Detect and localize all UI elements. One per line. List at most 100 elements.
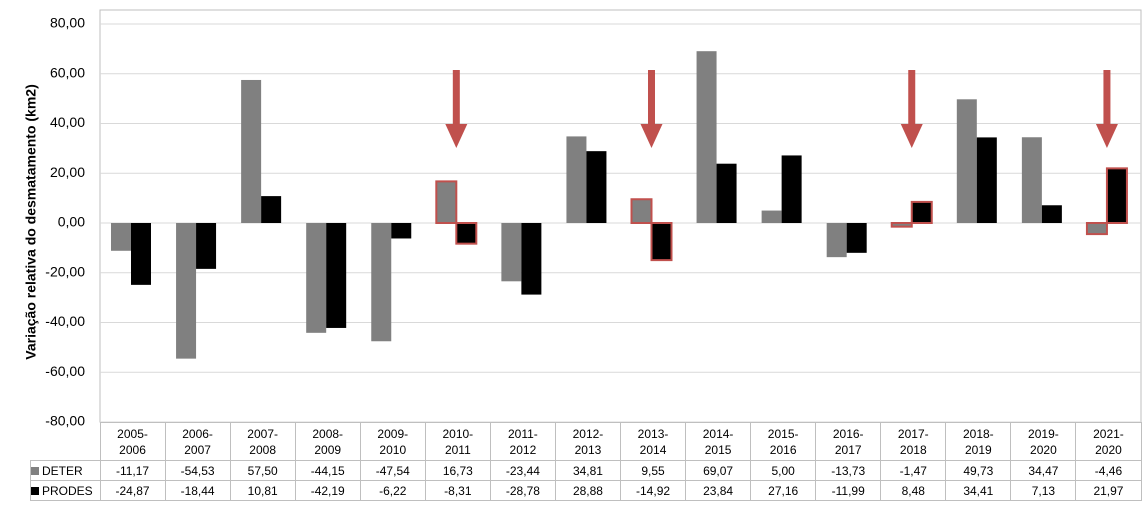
value-cell: -44,15 (294, 460, 361, 481)
value-cell: 10,81 (229, 480, 296, 501)
category-cell: 2016-2017 (815, 422, 882, 461)
data-label: -6,22 (379, 483, 407, 498)
data-label: 28,88 (572, 483, 603, 498)
bar (176, 223, 197, 359)
bar (306, 223, 327, 333)
category-cell: 2011-2012 (489, 422, 556, 461)
value-cell: -11,17 (99, 460, 166, 481)
data-label: -44,15 (310, 463, 345, 478)
bar (890, 222, 913, 228)
value-cell: 28,88 (554, 480, 622, 501)
value-cell: -11,99 (815, 480, 882, 501)
data-label: 16,73 (442, 463, 473, 478)
data-label: -11,99 (831, 483, 865, 498)
value-cell: -28,78 (489, 480, 556, 501)
data-label: -14,92 (636, 483, 671, 498)
category-cell: 2009-2010 (359, 422, 426, 461)
data-label: 23,84 (703, 483, 734, 498)
category-cell: 2006-2007 (164, 422, 231, 461)
value-cell: -8,31 (424, 480, 491, 501)
x-tick-label: 2018-2019 (962, 426, 994, 457)
x-tick-label: 2016-2017 (832, 426, 864, 457)
y-axis-label: Variação relativa do desmatamento (km2) (23, 84, 39, 359)
series-row: PRODES -24,87 -18,44 10,81 -42,19 -6,22 -8,31 -… (30, 480, 1142, 501)
x-tick-label: 2013-2014 (637, 426, 669, 457)
value-cell: 49,73 (945, 460, 1012, 481)
value-cell: -24,87 (99, 480, 166, 501)
value-cell: -23,44 (489, 460, 556, 481)
bar (261, 196, 282, 223)
x-tick-label: 2012-2013 (572, 426, 604, 457)
data-label: 5,00 (771, 463, 795, 478)
legend-swatch (31, 486, 39, 495)
data-label: -42,19 (310, 483, 345, 498)
bar (1085, 222, 1108, 236)
legend-label: PRODES (42, 483, 93, 498)
data-label: -28,78 (505, 483, 540, 498)
data-label: -54,53 (180, 463, 215, 478)
value-cell: 34,81 (554, 460, 622, 481)
data-label: -23,44 (505, 463, 540, 478)
value-cell: 34,41 (945, 480, 1012, 501)
data-label: 8,48 (901, 483, 925, 498)
bar (501, 223, 522, 282)
category-cell: 2019-2020 (1010, 422, 1077, 461)
y-tick-label: 60,00 (50, 64, 85, 80)
data-label: 21,97 (1093, 483, 1124, 498)
bar (111, 223, 131, 251)
category-cell: 2021-2020 (1075, 422, 1142, 461)
legend-cell: DETER (30, 460, 101, 481)
bar (1021, 137, 1042, 223)
y-tick-label: -20,00 (45, 263, 85, 279)
category-cell: 2008-2009 (294, 422, 361, 461)
y-tick-label: 0,00 (58, 214, 85, 230)
data-label: -47,54 (375, 463, 410, 478)
value-cell: 9,55 (619, 460, 687, 481)
value-cell: 16,73 (424, 460, 491, 481)
category-cell: 2007-2008 (229, 422, 296, 461)
data-label: 9,55 (641, 463, 665, 478)
value-cell: -4,46 (1075, 460, 1142, 481)
data-label: 34,41 (963, 483, 994, 498)
y-tick-label: 80,00 (50, 15, 85, 31)
data-label: -11,17 (115, 463, 150, 478)
bar (716, 163, 737, 223)
x-tick-label: 2019-2020 (1028, 426, 1059, 457)
data-label: 69,07 (703, 463, 734, 478)
category-cell: 2018-2019 (945, 422, 1012, 461)
legend-cell: PRODES (30, 480, 101, 501)
x-tick-label: 2008-2009 (312, 426, 344, 457)
value-cell: -54,53 (164, 460, 231, 481)
value-cell: 69,07 (685, 460, 752, 481)
bar (196, 223, 217, 269)
legend-label: DETER (42, 463, 83, 478)
data-label: -18,44 (180, 483, 215, 498)
header-row: 2005-2006 2006-2007 2007-2008 2008-2009 2009… (31, 422, 1142, 461)
data-label: -1,47 (899, 463, 927, 478)
bar (435, 180, 458, 224)
bar (910, 200, 933, 225)
bar (976, 137, 997, 223)
data-label: 34,47 (1028, 463, 1059, 478)
x-tick-label: 2015-2016 (767, 426, 799, 457)
category-cell: 2010-2011 (424, 422, 491, 461)
bar (650, 222, 673, 262)
x-tick-label: 2017-2018 (897, 426, 929, 457)
bar (131, 223, 151, 285)
x-tick-label: 2009-2010 (377, 426, 409, 457)
arrow-head (1095, 124, 1118, 148)
data-label: 57,50 (247, 463, 278, 478)
category-cell: 2017-2018 (880, 422, 947, 461)
category-cell: 2005-2006 (99, 422, 166, 461)
x-tick-label: 2011-2012 (508, 426, 538, 457)
bar (826, 223, 847, 258)
x-tick-label: 2010-2011 (442, 426, 474, 457)
y-tick-label: -80,00 (45, 413, 85, 429)
bar (586, 151, 607, 223)
x-tick-label: 2005-2006 (117, 426, 148, 457)
value-cell: 23,84 (685, 480, 752, 501)
value-cell: 27,16 (750, 480, 817, 501)
bar (696, 51, 717, 224)
corner-cell (31, 423, 101, 461)
